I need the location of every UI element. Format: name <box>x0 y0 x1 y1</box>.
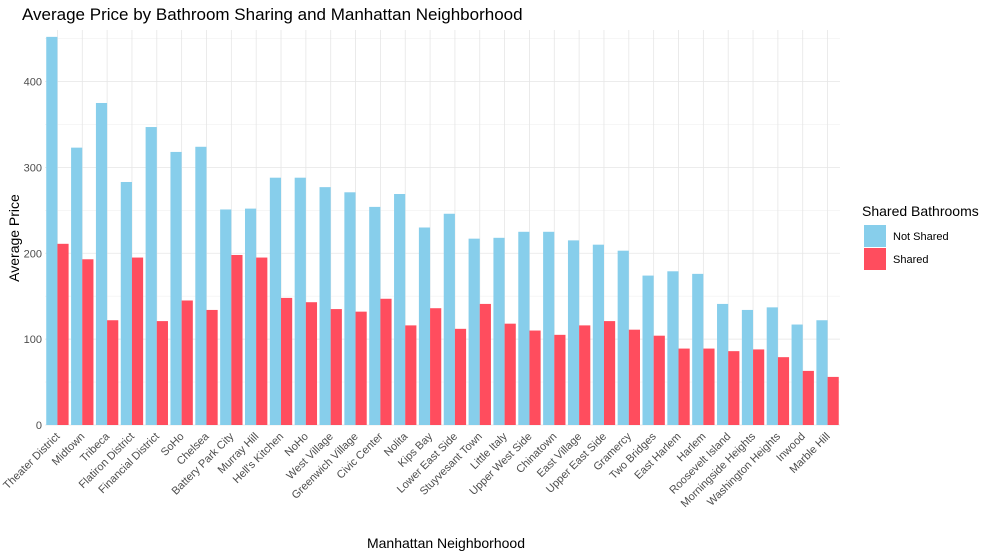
bar-not-shared <box>319 187 331 425</box>
bar-shared <box>703 348 715 425</box>
x-axis-title: Manhattan Neighborhood <box>367 535 525 551</box>
y-tick-label: 0 <box>36 420 42 432</box>
bar-not-shared <box>493 237 505 425</box>
bar-shared <box>479 303 491 425</box>
bar-shared <box>156 321 168 425</box>
bar-shared <box>430 308 442 425</box>
chart-title: Average Price by Bathroom Sharing and Ma… <box>22 5 523 24</box>
bar-not-shared <box>294 177 306 425</box>
legend-label: Not Shared <box>893 231 949 243</box>
bar-not-shared <box>567 240 580 425</box>
bar-shared <box>330 309 342 425</box>
bar-shared <box>57 243 69 425</box>
legend-title: Shared Bathrooms <box>862 203 979 219</box>
legend-label: Shared <box>893 254 928 266</box>
bar-shared <box>281 297 293 425</box>
bar-shared <box>82 259 94 425</box>
bar-not-shared <box>543 231 555 425</box>
bar-not-shared <box>418 227 431 425</box>
bar-not-shared <box>518 231 530 425</box>
bar-shared <box>802 370 814 425</box>
bar-not-shared <box>95 102 108 425</box>
bar-not-shared <box>195 146 207 426</box>
bar-not-shared <box>642 275 654 425</box>
bar-not-shared <box>71 147 83 426</box>
bar-not-shared <box>592 244 604 425</box>
bar-not-shared <box>46 36 58 425</box>
bar-not-shared <box>344 192 356 425</box>
bar-shared <box>603 321 616 425</box>
bar-not-shared <box>244 208 257 425</box>
bar-not-shared <box>394 194 406 425</box>
bar-shared <box>653 335 665 425</box>
bar-not-shared <box>692 273 704 425</box>
bar-shared <box>777 357 790 425</box>
legend-swatch <box>864 248 886 270</box>
bar-shared <box>554 334 566 425</box>
bar-shared <box>256 257 268 425</box>
bar-not-shared <box>220 209 232 425</box>
bar-shared <box>231 254 243 425</box>
legend: Shared Bathrooms Not Shared Shared <box>862 203 979 270</box>
bar-not-shared <box>717 303 729 425</box>
bar-shared <box>529 330 541 425</box>
bar-shared <box>579 325 591 425</box>
bar-not-shared <box>791 324 803 425</box>
bar-not-shared <box>816 320 828 425</box>
bar-shared <box>753 349 765 425</box>
bar-not-shared <box>120 181 132 425</box>
bar-shared <box>206 309 218 425</box>
bar-not-shared <box>617 250 629 425</box>
bar-shared <box>131 257 144 425</box>
bar-shared <box>827 376 839 425</box>
bar-not-shared <box>269 177 282 425</box>
bar-shared <box>355 311 367 425</box>
bar-shared <box>454 328 467 425</box>
bar-shared <box>728 351 740 425</box>
bar-shared <box>305 302 318 425</box>
bar-not-shared <box>667 271 679 425</box>
legend-swatch <box>864 225 886 247</box>
bar-shared <box>181 300 193 425</box>
bars <box>46 36 839 426</box>
y-tick-label: 200 <box>24 248 42 260</box>
bar-not-shared <box>369 206 381 425</box>
y-tick-label: 400 <box>24 77 42 89</box>
bar-not-shared <box>443 213 455 425</box>
bar-not-shared <box>766 307 778 425</box>
bar-shared <box>678 348 690 425</box>
bar-shared <box>504 323 516 425</box>
bar-not-shared <box>145 127 157 426</box>
y-tick-label: 300 <box>24 162 42 174</box>
bar-shared <box>628 329 641 425</box>
bar-shared <box>107 320 119 425</box>
bar-not-shared <box>741 309 754 425</box>
y-tick-label: 100 <box>24 334 42 346</box>
bar-shared <box>380 298 392 425</box>
bar-not-shared <box>468 238 480 425</box>
y-axis-ticks: 0 100 200 300 400 <box>24 77 42 432</box>
bar-shared <box>405 325 417 425</box>
y-axis-title: Average Price <box>6 194 22 282</box>
bar-not-shared <box>170 151 182 425</box>
